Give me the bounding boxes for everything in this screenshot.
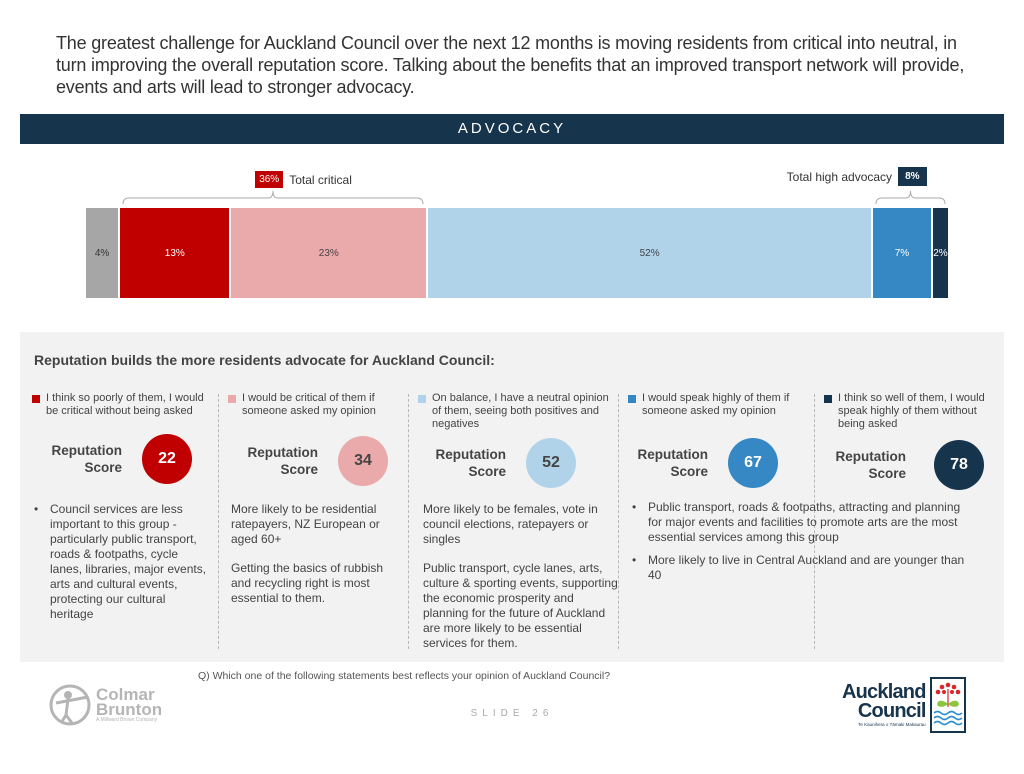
reputation-score-value: 22 <box>158 450 176 467</box>
bar-data-label: 7% <box>894 247 910 259</box>
reputation-score-row: Reputation Score 67 <box>618 438 778 488</box>
reputation-score-row: Reputation Score 52 <box>416 438 576 488</box>
panel-title: Reputation builds the more residents adv… <box>34 352 495 368</box>
bar-segment: 23% <box>231 208 427 298</box>
legend-swatch <box>32 395 40 403</box>
bar-segment: 13% <box>120 208 230 298</box>
colmar-brunton-logo: Colmar Brunton A Millward Brown Company <box>48 683 188 727</box>
bar-data-label: 23% <box>318 247 339 259</box>
bar-data-label: 13% <box>164 247 185 259</box>
legend-item: I think so poorly of them, I would be cr… <box>32 392 212 418</box>
bar-data-label: 4% <box>94 247 110 259</box>
group-neutral: On balance, I have a neutral opinion of … <box>418 392 618 654</box>
auckland-council-logo: Auckland Council Te Kaunihera o Tāmaki M… <box>842 677 982 733</box>
legend-item: I think so well of them, I would speak h… <box>824 392 994 431</box>
description-paragraph: More likely to be residential ratepayers… <box>231 502 380 546</box>
reputation-score-label: Reputation Score <box>835 449 907 481</box>
reputation-score-value: 52 <box>542 454 560 471</box>
legend-label: I think so poorly of them, I would be cr… <box>46 392 204 417</box>
colmar-brunton-name-line1: Colmar <box>96 684 155 704</box>
legend-item: On balance, I have a neutral opinion of … <box>418 392 618 431</box>
column-divider <box>408 394 409 649</box>
reputation-score-row: Reputation Score 22 <box>32 434 192 484</box>
auckland-council-tagline: Te Kaunihera o Tāmaki Makaurau <box>858 721 926 727</box>
column-divider <box>618 394 619 649</box>
group-speak-highly-if-asked: I would speak highly of them if someone … <box>628 392 964 654</box>
bullet-item: More likely to live in Central Auckland … <box>630 553 970 583</box>
annotation-callout: 36% Total critical <box>249 171 352 188</box>
legend-item: I would be critical of them if someone a… <box>228 392 408 418</box>
group-description: More likely to be residential ratepayers… <box>231 502 401 620</box>
headline: The greatest challenge for Auckland Coun… <box>56 33 965 97</box>
reputation-score-circle: 67 <box>728 438 778 488</box>
annotation-label: Total critical <box>289 172 352 187</box>
legend-label: I would be critical of them if someone a… <box>242 392 376 417</box>
annotation-value-badge: 36% <box>255 171 284 188</box>
bar-segment: 52% <box>428 208 871 298</box>
bullet-item: Council services are less important to t… <box>32 502 207 622</box>
legend-swatch <box>228 395 236 403</box>
reputation-score-value: 78 <box>950 456 968 473</box>
group-critical-if-asked: I would be critical of them if someone a… <box>228 392 408 654</box>
reputation-score-circle: 52 <box>526 438 576 488</box>
legend-swatch <box>418 395 426 403</box>
slide-number: SLIDE 26 <box>470 708 554 719</box>
annotation-bracket <box>122 190 424 205</box>
description-paragraph: Public transport, cycle lanes, arts, cul… <box>423 561 618 650</box>
group-description: Public transport, roads & footpaths, att… <box>630 500 970 591</box>
legend-item: I would speak highly of them if someone … <box>628 392 808 418</box>
colmar-brunton-tagline: A Millward Brown Company <box>96 716 158 723</box>
reputation-score-label: Reputation Score <box>435 447 507 479</box>
group-speak-highly-unprompted: I think so well of them, I would speak h… <box>824 392 994 654</box>
reputation-score-value: 34 <box>354 452 372 469</box>
bullet-item: Public transport, roads & footpaths, att… <box>630 500 970 545</box>
section-header-advocacy: ADVOCACY <box>20 114 1004 144</box>
annotation-callout: Total high advocacy 8% <box>787 167 933 186</box>
description-paragraph: Getting the basics of rubbish and recycl… <box>231 561 384 605</box>
auckland-council-name-line2: Council <box>857 699 927 722</box>
bar-data-label: 2% <box>933 247 948 259</box>
column-divider <box>218 394 219 649</box>
reputation-panel: Reputation builds the more residents adv… <box>20 332 1004 662</box>
advocacy-stacked-bar-chart: 4% 13% 23% 52% 7% 2% 36% Total critical Total hi… <box>0 150 1024 310</box>
reputation-score-circle: 22 <box>142 434 192 484</box>
legend-label: I would speak highly of them if someone … <box>642 392 790 417</box>
group-description: More likely to be females, vote in counc… <box>423 502 618 665</box>
auckland-council-name-line1: Auckland <box>842 680 926 703</box>
bar-data-label: 52% <box>639 247 660 259</box>
legend-swatch <box>628 395 636 403</box>
annotation-label: Total high advocacy <box>786 169 893 184</box>
survey-question-footnote: Q) Which one of the following statements… <box>198 670 611 682</box>
group-description: Council services are less important to t… <box>32 502 207 630</box>
section-title: ADVOCACY <box>457 120 567 137</box>
pohutukawa-flower-icon <box>929 677 966 733</box>
group-very-critical: I think so poorly of them, I would be cr… <box>32 392 212 654</box>
reputation-score-label: Reputation Score <box>247 445 319 477</box>
reputation-score-label: Reputation Score <box>51 443 123 475</box>
colmar-brunton-figure-icon <box>49 684 91 726</box>
description-paragraph: More likely to be females, vote in counc… <box>423 502 598 546</box>
bar-segment: 2% <box>932 208 948 298</box>
reputation-score-row: Reputation Score 34 <box>228 436 388 486</box>
legend-label: I think so well of them, I would speak h… <box>838 392 985 430</box>
bar-segment: 7% <box>873 208 931 298</box>
reputation-score-label: Reputation Score <box>637 447 709 479</box>
reputation-score-circle: 34 <box>338 436 388 486</box>
reputation-score-row: Reputation Score 78 <box>816 440 984 490</box>
annotation-value-badge: 8% <box>898 167 927 186</box>
colmar-brunton-name-line2: Brunton <box>96 699 163 719</box>
annotation-bracket <box>875 190 946 205</box>
reputation-score-value: 67 <box>744 454 762 471</box>
reputation-score-circle: 78 <box>934 440 984 490</box>
legend-label: On balance, I have a neutral opinion of … <box>432 392 609 430</box>
legend-swatch <box>824 395 832 403</box>
bar-segment: 4% <box>86 208 119 298</box>
